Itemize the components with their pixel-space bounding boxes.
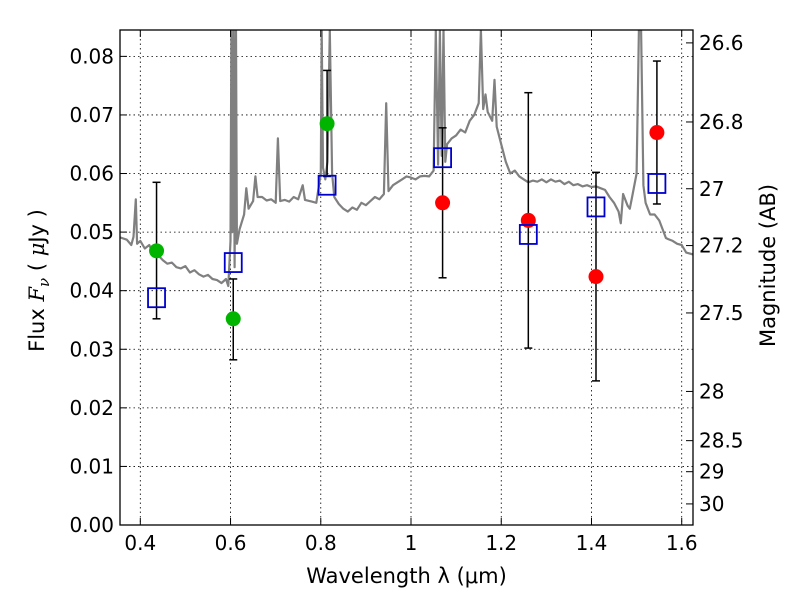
ticks: 0.4 0.6 0.8 1 1.2 1.4 1.6 0.00 0.01 0.02 0.03 0.04 0… (69, 30, 744, 555)
x-tick-label: 1.6 (666, 531, 698, 555)
plot-area (120, 30, 693, 382)
data-point (225, 311, 241, 327)
y-tick-label: 0.06 (69, 162, 114, 186)
y-tick-label: 0.03 (69, 337, 114, 361)
x-tick-label: 1.2 (485, 531, 517, 555)
y-tick-label: 0.01 (69, 454, 114, 478)
x-tick-label: 1.4 (576, 531, 608, 555)
data-point (317, 174, 337, 196)
y-axis-label-part: ( (25, 256, 49, 278)
y-axis-label-mu: μ (25, 243, 49, 257)
right-tick-label: 27 (699, 177, 724, 201)
data-point (586, 196, 606, 218)
right-tick-label: 27.2 (699, 234, 744, 258)
y-tick-label: 0.08 (69, 44, 114, 68)
x-tick-label: 1 (405, 531, 418, 555)
data-point (647, 173, 667, 194)
y-tick-label: 0.07 (69, 103, 114, 127)
y-axis-label-part: Flux (25, 302, 49, 352)
axes-frame (119, 29, 694, 526)
data-point (149, 243, 165, 259)
x-tick-label: 0.4 (124, 531, 156, 555)
data-point (433, 147, 452, 169)
right-tick-label: 30 (699, 492, 724, 516)
data-point (319, 116, 335, 132)
right-tick-label: 29 (699, 460, 724, 484)
data-point (649, 125, 665, 141)
y-axis-label-subscript: ν (35, 278, 53, 287)
data-point (147, 287, 166, 309)
right-axis-label: Magnitude (AB) (756, 184, 780, 347)
right-tick-label: 27.5 (699, 301, 744, 325)
y-tick-label: 0.02 (69, 396, 114, 420)
y-axis-label-part: Jy ) (25, 209, 49, 245)
x-tick-label: 0.6 (215, 531, 247, 555)
y-tick-label: 0.05 (69, 220, 114, 244)
right-tick-label: 28 (699, 379, 724, 403)
spectrum-line (120, 30, 693, 288)
y-axis-label-symbol: F (25, 286, 49, 303)
right-tick-label: 26.6 (699, 31, 744, 55)
x-tick-label: 0.8 (305, 531, 337, 555)
y-tick-label: 0.04 (69, 279, 114, 303)
x-axis-label: Wavelength λ (μm) (306, 564, 507, 588)
data-point (435, 195, 451, 211)
right-tick-label: 28.5 (699, 429, 744, 453)
y-axis-label: Flux Fν ( μJy ) (25, 209, 53, 352)
y-tick-label: 0.00 (69, 513, 114, 537)
right-tick-label: 26.8 (699, 110, 744, 134)
data-point (223, 252, 243, 273)
data-point (518, 224, 538, 245)
data-point (588, 269, 604, 285)
